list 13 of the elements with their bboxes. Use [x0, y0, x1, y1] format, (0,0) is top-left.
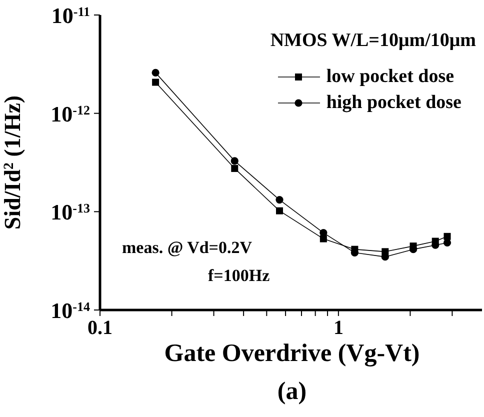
- y-tick-label: 10$^{-13}$: [50, 200, 90, 225]
- x-tick-label: 0.1: [88, 317, 112, 339]
- y-tick-label: 10$^{-11}$: [51, 3, 90, 28]
- legend-title: NMOS W/L=10μm/10μm: [270, 30, 476, 52]
- x-tick-label: 1: [333, 317, 344, 339]
- text: (a): [276, 378, 308, 406]
- y-tick-label: 10$^{-14}$: [50, 298, 90, 323]
- y-tick-label: 10$^{-12}$: [50, 101, 90, 126]
- annotation: meas. @ Vd=0.2V: [122, 238, 252, 258]
- legend-label: low pocket dose: [326, 66, 454, 88]
- legend-label: high pocket dose: [326, 92, 462, 114]
- x-axis-title: Gate Overdrive (Vg-Vt): [163, 340, 421, 368]
- annotation: f=100Hz: [208, 266, 270, 286]
